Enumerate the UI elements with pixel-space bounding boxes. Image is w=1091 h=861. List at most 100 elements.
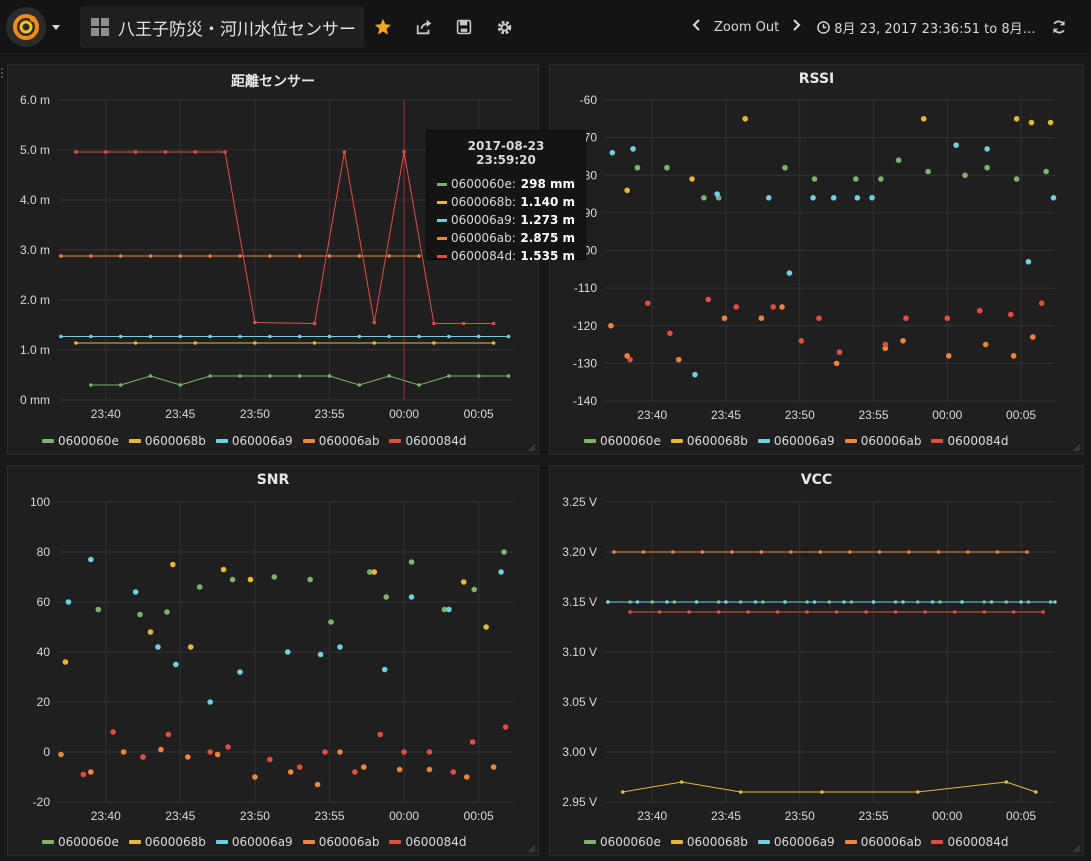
data-point-060006a9 xyxy=(1050,195,1057,201)
data-point-0600060e xyxy=(408,559,415,565)
y-tick-label: -60 xyxy=(580,93,598,107)
data-point-060006ab xyxy=(945,353,952,359)
legend-item-0600068b[interactable]: 0600068b xyxy=(128,434,206,448)
tooltip-swatch xyxy=(437,218,447,222)
legend-item-0600084d[interactable]: 0600084d xyxy=(389,835,467,849)
resize-handle-icon[interactable] xyxy=(1073,845,1081,853)
y-tick-label: 3.20 V xyxy=(562,545,597,559)
data-point-060006ab xyxy=(59,254,63,258)
data-point-0600068b xyxy=(133,341,138,345)
resize-handle-icon[interactable] xyxy=(528,444,536,452)
data-point-060006a9 xyxy=(812,600,817,604)
time-back-button[interactable] xyxy=(684,19,708,35)
legend-item-0600068b[interactable]: 0600068b xyxy=(670,835,748,849)
data-point-060006ab xyxy=(214,751,221,758)
tooltip-time: 2017-08-23 23:59:20 xyxy=(467,139,545,167)
data-point-060006a9 xyxy=(337,644,343,650)
x-tick-label: 00:05 xyxy=(1006,408,1036,422)
star-dashboard-button[interactable] xyxy=(368,12,398,42)
data-point-0600068b xyxy=(820,790,824,794)
data-point-060006ab xyxy=(88,769,94,775)
data-point-060006a9 xyxy=(476,334,481,339)
x-tick-label: 00:00 xyxy=(389,407,419,421)
panel-title[interactable]: SNR xyxy=(256,472,290,488)
data-point-060006ab xyxy=(184,754,191,760)
data-point-0600084d xyxy=(893,610,898,614)
legend-item-0600060e[interactable]: 0600060e xyxy=(42,434,119,448)
data-point-0600060e xyxy=(357,383,362,387)
legend-item-060006a9[interactable]: 060006a9 xyxy=(757,835,835,849)
tooltip-row: 0600068b: 1.140 m xyxy=(437,193,575,211)
data-point-0600068b xyxy=(432,341,436,345)
legend-item-0600084d[interactable]: 0600084d xyxy=(931,434,1009,448)
data-point-0600060e xyxy=(307,576,313,583)
distance-sensor-chart[interactable]: 0 mm 1.0 m 2.0 m 3.0 m 4.0 m 5.0 m 6.0 m 23:40 2… xyxy=(8,65,540,456)
panel-title[interactable]: RSSI xyxy=(798,71,835,87)
legend-item-060006ab[interactable]: 060006ab xyxy=(302,434,379,448)
row-drag-handle[interactable] xyxy=(0,66,4,80)
data-point-0600084d xyxy=(223,150,227,154)
data-point-060006a9 xyxy=(714,191,720,197)
data-point-060006a9 xyxy=(88,556,94,563)
share-dashboard-button[interactable] xyxy=(409,12,439,42)
legend-item-0600084d[interactable]: 0600084d xyxy=(931,835,1009,849)
legend-label: 0600068b xyxy=(144,835,206,849)
data-point-0600084d xyxy=(834,610,839,614)
y-tick-label: 4.0 m xyxy=(20,193,50,207)
tooltip-row: 060006ab: 2.875 m xyxy=(437,229,575,247)
data-point-060006a9 xyxy=(901,600,905,604)
data-point-060006a9 xyxy=(387,334,391,339)
data-point-060006a9 xyxy=(871,600,876,604)
x-tick-label: 23:55 xyxy=(314,809,344,823)
data-point-060006ab xyxy=(396,766,403,773)
tooltip-row: 060006a9: 1.273 m xyxy=(437,211,575,229)
panel-title[interactable]: 距離センサー xyxy=(231,74,315,90)
save-dashboard-button[interactable] xyxy=(449,12,479,42)
legend-item-060006a9[interactable]: 060006a9 xyxy=(215,835,293,849)
legend-item-060006ab[interactable]: 060006ab xyxy=(844,434,921,448)
legend-item-060006a9[interactable]: 060006a9 xyxy=(757,434,835,448)
data-point-060006a9 xyxy=(357,334,362,339)
time-range-picker[interactable]: 8月 23, 2017 23:36:51 to 8月… xyxy=(809,18,1036,37)
legend-item-0600068b[interactable]: 0600068b xyxy=(670,434,748,448)
data-point-060006a9 xyxy=(953,142,959,148)
settings-button[interactable] xyxy=(489,12,519,42)
data-point-0600084d xyxy=(491,321,496,326)
data-point-0600084d xyxy=(836,349,843,355)
data-point-060006ab xyxy=(700,550,705,554)
data-point-0600084d xyxy=(798,338,805,344)
panel-title[interactable]: VCC xyxy=(800,472,833,488)
data-point-0600084d xyxy=(140,754,146,760)
resize-handle-icon[interactable] xyxy=(528,845,536,853)
refresh-button[interactable] xyxy=(1044,12,1074,42)
time-forward-button[interactable] xyxy=(785,19,809,35)
data-point-0600060e xyxy=(137,611,143,618)
legend: 0600060e 0600068b 060006a9 060006ab 0600084d xyxy=(42,835,477,849)
legend-item-060006ab[interactable]: 060006ab xyxy=(302,835,379,849)
data-point-0600068b xyxy=(312,341,317,345)
data-point-060006a9 xyxy=(207,699,213,705)
data-point-0600084d xyxy=(952,610,957,614)
legend-item-0600060e[interactable]: 0600060e xyxy=(42,835,119,849)
legend-item-0600068b[interactable]: 0600068b xyxy=(128,835,206,849)
resize-handle-icon[interactable] xyxy=(1073,444,1081,452)
legend-item-060006ab[interactable]: 060006ab xyxy=(844,835,921,849)
data-point-060006ab xyxy=(721,315,728,322)
snr-chart[interactable]: -20 0 20 40 60 80 100 23:40 23:45 23:50 23:55 00:00… xyxy=(8,466,540,857)
data-point-0600084d xyxy=(377,731,384,738)
data-point-060006ab xyxy=(759,550,764,554)
dashboard-picker-button[interactable]: 八王子防災・河川水位センサー xyxy=(80,6,364,48)
data-point-0600084d xyxy=(225,744,231,750)
legend-item-060006a9[interactable]: 060006a9 xyxy=(215,434,293,448)
data-point-0600068b xyxy=(620,790,625,794)
legend-item-0600060e[interactable]: 0600060e xyxy=(584,434,661,448)
grafana-menu-button[interactable] xyxy=(6,5,68,49)
legend-item-0600084d[interactable]: 0600084d xyxy=(389,434,467,448)
legend-item-0600060e[interactable]: 0600060e xyxy=(584,835,661,849)
data-point-060006ab xyxy=(877,550,882,554)
data-point-060006ab xyxy=(208,254,212,258)
tooltip-series-name: 0600084d: xyxy=(451,249,517,263)
vcc-chart[interactable]: 2.95 V 3.00 V 3.05 V 3.10 V 3.15 V 3.20 V 3.25… xyxy=(550,466,1085,857)
rssi-chart[interactable]: -140-130-120-110-100-90-80-70-6023:4023:… xyxy=(550,65,1085,456)
zoom-out-button[interactable]: Zoom Out xyxy=(714,19,780,35)
